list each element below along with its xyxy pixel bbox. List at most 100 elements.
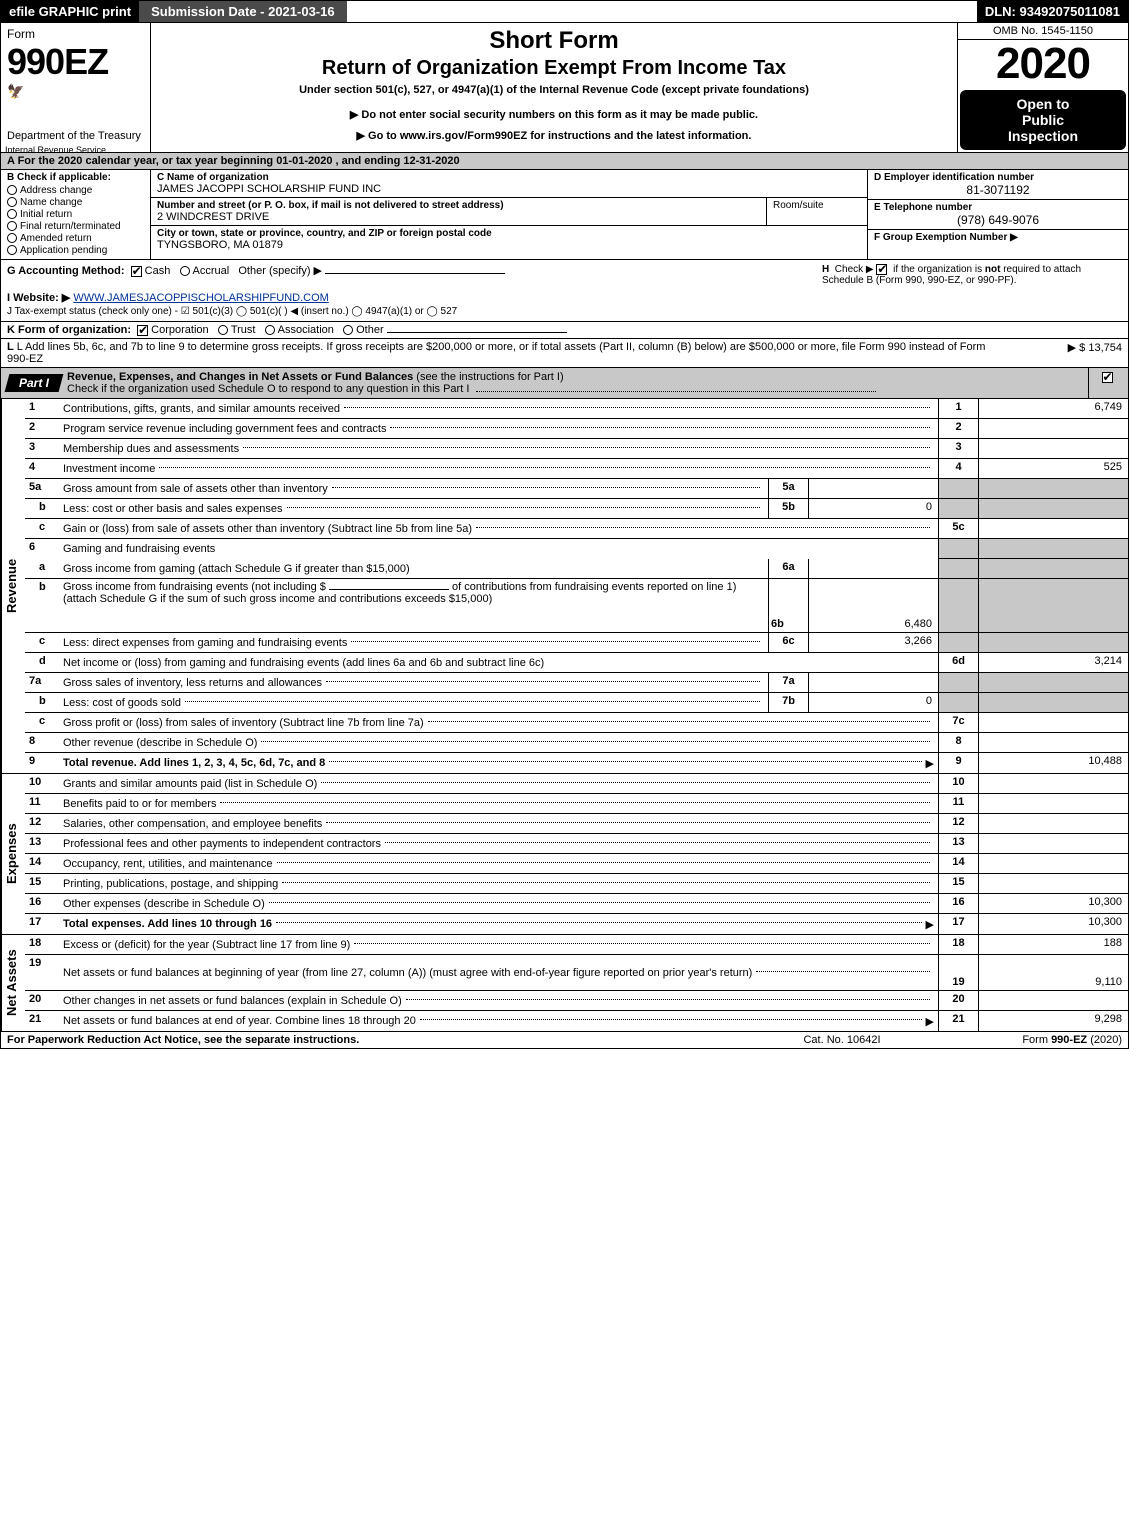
amt-12 xyxy=(978,814,1128,833)
cb-amended-return[interactable]: Amended return xyxy=(7,233,144,244)
cb-schedule-b[interactable] xyxy=(876,264,887,275)
line-1: 1 Contributions, gifts, grants, and simi… xyxy=(25,399,1128,419)
inval-6b: 6,480 xyxy=(808,579,938,632)
department-label: Department of the Treasury xyxy=(7,130,144,142)
line-14: 14 Occupancy, rent, utilities, and maint… xyxy=(25,854,1128,874)
efile-print-button[interactable]: efile GRAPHIC print xyxy=(1,1,139,22)
inval-7b: 0 xyxy=(808,693,938,712)
cb-schedule-o[interactable] xyxy=(1102,372,1113,383)
org-name-label: C Name of organization xyxy=(157,172,861,183)
header-center: Short Form Return of Organization Exempt… xyxy=(151,23,958,152)
g-accounting: G Accounting Method: Cash Accrual Other … xyxy=(7,264,812,277)
cb-cash[interactable] xyxy=(131,266,142,277)
org-name-value: JAMES JACOPPI SCHOLARSHIP FUND INC xyxy=(157,183,861,195)
revenue-section: Revenue 1 Contributions, gifts, grants, … xyxy=(0,399,1129,774)
rb-association[interactable] xyxy=(265,325,275,335)
line-9: 9 Total revenue. Add lines 1, 2, 3, 4, 5… xyxy=(25,753,1128,773)
cb-corporation[interactable] xyxy=(137,325,148,336)
amt-9: 10,488 xyxy=(978,753,1128,773)
short-form-title: Short Form xyxy=(161,27,947,55)
amt-18: 188 xyxy=(978,935,1128,954)
amt-21: 9,298 xyxy=(978,1011,1128,1031)
col-b-checkboxes: B Check if applicable: Address change Na… xyxy=(1,170,151,259)
city-label: City or town, state or province, country… xyxy=(157,228,861,239)
inspect-l1: Open to xyxy=(1017,96,1070,112)
arrow-icon: ▶ xyxy=(926,918,934,931)
part1-header: Part I Revenue, Expenses, and Changes in… xyxy=(0,368,1129,399)
amt-19: 9,110 xyxy=(978,955,1128,990)
amt-8 xyxy=(978,733,1128,752)
line-7a: 7a Gross sales of inventory, less return… xyxy=(25,673,1128,693)
rb-trust[interactable] xyxy=(218,325,228,335)
paperwork-notice: For Paperwork Reduction Act Notice, see … xyxy=(7,1034,742,1046)
line-17: 17 Total expenses. Add lines 10 through … xyxy=(25,914,1128,934)
open-to-public: Open to Public Inspection xyxy=(960,90,1126,150)
line-2: 2 Program service revenue including gove… xyxy=(25,419,1128,439)
website-link[interactable]: WWW.JAMESJACOPPISCHOLARSHIPFUND.COM xyxy=(73,292,328,304)
h-check: H Check ▶ if the organization is not req… xyxy=(812,264,1122,317)
side-tab-netassets: Net Assets xyxy=(1,935,25,1031)
netassets-section: Net Assets 18 Excess or (deficit) for th… xyxy=(0,935,1129,1032)
inval-5b: 0 xyxy=(808,499,938,518)
side-tab-expenses: Expenses xyxy=(1,774,25,934)
form-header: Form 990EZ 🦅 Department of the Treasury … xyxy=(0,23,1129,153)
amt-1: 6,749 xyxy=(978,399,1128,418)
tel-value: (978) 649-9076 xyxy=(874,213,1122,227)
ghijk-block: G Accounting Method: Cash Accrual Other … xyxy=(0,260,1129,322)
col-c-orgname: C Name of organization JAMES JACOPPI SCH… xyxy=(151,170,868,259)
amt-17: 10,300 xyxy=(978,914,1128,934)
line-12: 12 Salaries, other compensation, and emp… xyxy=(25,814,1128,834)
line-6a: a Gross income from gaming (attach Sched… xyxy=(25,559,1128,579)
amt-14 xyxy=(978,854,1128,873)
line-15: 15 Printing, publications, postage, and … xyxy=(25,874,1128,894)
line-10: 10 Grants and similar amounts paid (list… xyxy=(25,774,1128,794)
ein-label: D Employer identification number xyxy=(874,172,1122,183)
l-gross-receipts: L L Add lines 5b, 6c, and 7b to line 9 t… xyxy=(0,339,1129,368)
part1-title-rest: (see the instructions for Part I) xyxy=(416,371,563,383)
line-8: 8 Other revenue (describe in Schedule O)… xyxy=(25,733,1128,753)
l-amount: ▶ $ 13,754 xyxy=(1002,341,1122,365)
col-d-ein-tel: D Employer identification number 81-3071… xyxy=(868,170,1128,259)
line-4: 4 Investment income 4 525 xyxy=(25,459,1128,479)
cb-application-pending[interactable]: Application pending xyxy=(7,245,144,256)
group-exemption-label: F Group Exemption Number ▶ xyxy=(874,232,1122,243)
section-a-taxyear: A For the 2020 calendar year, or tax yea… xyxy=(0,153,1129,170)
street-value: 2 WINDCREST DRIVE xyxy=(157,211,760,223)
amt-16: 10,300 xyxy=(978,894,1128,913)
return-title: Return of Organization Exempt From Incom… xyxy=(161,57,947,80)
line-7b: b Less: cost of goods sold 7b 0 xyxy=(25,693,1128,713)
line-16: 16 Other expenses (describe in Schedule … xyxy=(25,894,1128,914)
amt-3 xyxy=(978,439,1128,458)
cb-initial-return[interactable]: Initial return xyxy=(7,209,144,220)
line-5b: b Less: cost or other basis and sales ex… xyxy=(25,499,1128,519)
amt-2 xyxy=(978,419,1128,438)
inval-6c: 3,266 xyxy=(808,633,938,652)
inspect-l2: Public xyxy=(1022,112,1064,128)
amt-13 xyxy=(978,834,1128,853)
j-tax-exempt: J Tax-exempt status (check only one) - ☑… xyxy=(7,306,812,317)
arrow-icon: ▶ xyxy=(926,757,934,770)
line-13: 13 Professional fees and other payments … xyxy=(25,834,1128,854)
part1-checkbox-col xyxy=(1088,368,1128,398)
line-7c: c Gross profit or (loss) from sales of i… xyxy=(25,713,1128,733)
treasury-seal-icon: 🦅 xyxy=(7,83,144,100)
line-18: 18 Excess or (deficit) for the year (Sub… xyxy=(25,935,1128,955)
expenses-section: Expenses 10 Grants and similar amounts p… xyxy=(0,774,1129,935)
line-6b: b Gross income from fundraising events (… xyxy=(25,579,1128,633)
cb-address-change[interactable]: Address change xyxy=(7,185,144,196)
cb-final-return[interactable]: Final return/terminated xyxy=(7,221,144,232)
arrow-icon: ▶ xyxy=(926,1015,934,1028)
goto-link[interactable]: ▶ Go to www.irs.gov/Form990EZ for instru… xyxy=(161,129,947,142)
amt-5c xyxy=(978,519,1128,538)
inval-5a xyxy=(808,479,938,498)
line-6: 6 Gaming and fundraising events xyxy=(25,539,1128,559)
cat-no: Cat. No. 10642I xyxy=(742,1034,942,1046)
inspect-l3: Inspection xyxy=(1008,128,1078,144)
line-3: 3 Membership dues and assessments 3 xyxy=(25,439,1128,459)
inval-6a xyxy=(808,559,938,578)
amt-4: 525 xyxy=(978,459,1128,478)
amt-7c xyxy=(978,713,1128,732)
cb-name-change[interactable]: Name change xyxy=(7,197,144,208)
rb-other-org[interactable] xyxy=(343,325,353,335)
rb-accrual[interactable] xyxy=(180,266,190,276)
